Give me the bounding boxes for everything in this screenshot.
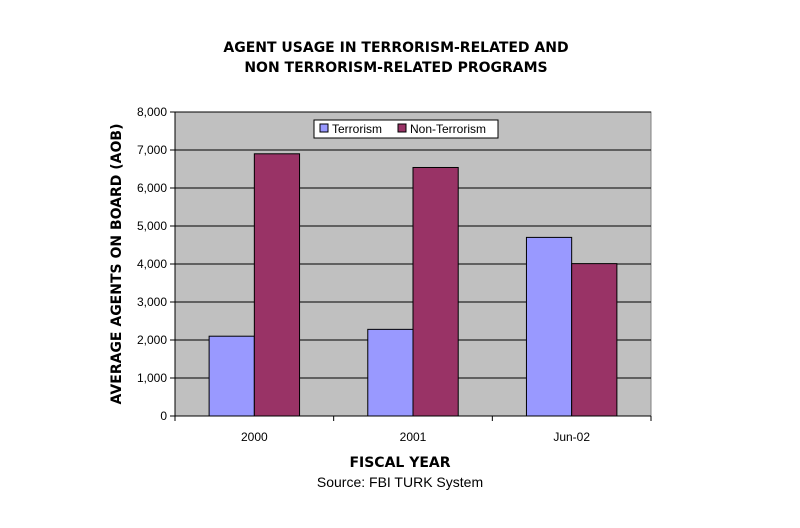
x-axis-ticks: 2000 2001 Jun-02	[174, 416, 652, 444]
legend-label-terrorism: Terrorism	[332, 122, 382, 136]
bars	[208, 153, 618, 417]
y-tick-label: 8,000	[137, 105, 167, 119]
legend-label-non-terrorism: Non-Terrorism	[410, 122, 486, 136]
source-note: Source: FBI TURK System	[317, 474, 483, 490]
y-axis-title: AVERAGE AGENTS ON BOARD (AOB)	[109, 124, 125, 405]
chart-title-line-1: AGENT USAGE IN TERRORISM-RELATED AND	[223, 40, 568, 56]
legend-swatch-non-terrorism	[397, 123, 407, 133]
legend-swatch-terrorism	[319, 123, 329, 133]
y-tick-label: 3,000	[137, 295, 167, 309]
y-axis-ticks: 0 1,000 2,000 3,000 4,000 5,000 6,000 7,000 8,00…	[137, 105, 175, 423]
y-tick-label: 0	[160, 409, 167, 423]
bar-terrorism-2001	[367, 328, 414, 417]
y-tick-label: 7,000	[137, 143, 167, 157]
y-tick-label: 4,000	[137, 257, 167, 271]
bar-non-terrorism-jun-02	[571, 263, 618, 417]
y-tick-label: 1,000	[137, 371, 167, 385]
bar-terrorism-jun-02	[525, 236, 573, 417]
bar-non-terrorism-2000	[253, 153, 301, 417]
y-tick-label: 6,000	[137, 181, 167, 195]
x-tick-label: Jun-02	[553, 430, 590, 444]
y-tick-label: 5,000	[137, 219, 167, 233]
bar-terrorism-2000	[208, 335, 255, 417]
x-tick-label: 2001	[400, 430, 427, 444]
bar-non-terrorism-2001	[412, 166, 459, 417]
x-axis-title: FISCAL YEAR	[349, 455, 450, 471]
x-tick-label: 2000	[241, 430, 268, 444]
y-tick-label: 2,000	[137, 333, 167, 347]
legend: Terrorism Non-Terrorism	[313, 119, 499, 139]
chart-title-line-2: NON TERRORISM-RELATED PROGRAMS	[244, 60, 547, 76]
